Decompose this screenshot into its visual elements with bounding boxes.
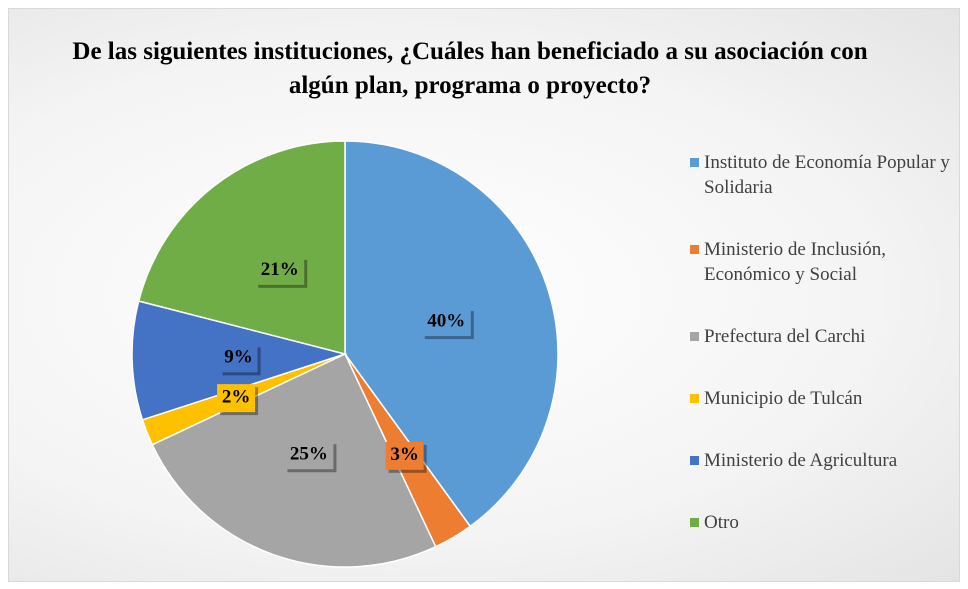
legend-item: Municipio de Tulcán	[690, 386, 955, 411]
data-label-box	[219, 344, 258, 373]
legend-item: Ministerio de Agricultura	[690, 448, 955, 473]
legend-label: Ministerio de Inclusión, Económico y Soc…	[704, 239, 887, 285]
pie-slice	[137, 140, 346, 355]
legend-label: Ministerio de Agricultura	[704, 450, 898, 471]
data-label-box	[217, 384, 256, 413]
legend-swatch	[690, 518, 699, 527]
data-label-box	[421, 308, 471, 337]
legend-item: Prefectura del Carchi	[690, 324, 955, 349]
data-label: 3%	[390, 444, 419, 465]
data-label-box	[255, 256, 305, 285]
legend-label: Municipio de Tulcán	[704, 388, 863, 409]
legend-label: Instituto de Economía Popular y Solidari…	[704, 152, 950, 198]
data-label-box	[385, 441, 424, 470]
legend-item: Otro	[690, 510, 955, 535]
data-label: 2%	[222, 386, 251, 407]
legend-swatch	[690, 456, 699, 465]
data-label: 9%	[224, 347, 253, 368]
legend-swatch	[690, 245, 699, 254]
legend-item: Ministerio de Inclusión, Económico y Soc…	[690, 237, 955, 287]
data-label: 40%	[427, 310, 465, 331]
chart-title: De las siguientes instituciones, ¿Cuáles…	[72, 38, 868, 99]
legend: Instituto de Economía Popular y Solidari…	[690, 150, 955, 535]
legend-label: Otro	[704, 512, 739, 533]
data-label: 25%	[290, 444, 328, 465]
data-label: 21%	[261, 259, 299, 280]
legend-item: Instituto de Economía Popular y Solidari…	[690, 150, 955, 200]
legend-label: Prefectura del Carchi	[704, 326, 866, 347]
legend-swatch	[690, 158, 699, 167]
data-label-box	[284, 441, 334, 470]
legend-swatch	[690, 394, 699, 403]
legend-swatch	[690, 332, 699, 341]
